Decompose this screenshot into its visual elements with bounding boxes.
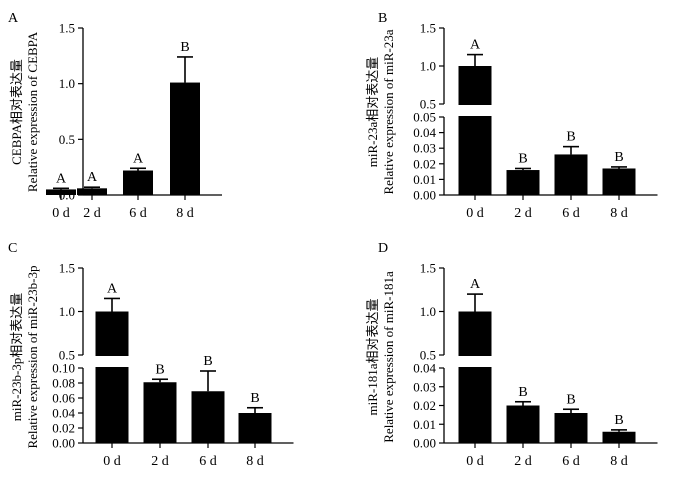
axis-break-gap <box>93 356 131 367</box>
y-tick-label: 0.00 <box>52 436 75 451</box>
y-axis-label-zh: miR-23b-3p相对表达量 <box>9 293 24 422</box>
panel-letter: C <box>8 241 17 256</box>
y-tick-label: 0.00 <box>413 188 436 203</box>
y-tick-label: 0.5 <box>59 348 75 363</box>
y-tick-label: 0.03 <box>413 379 436 394</box>
x-tick-label: 0 d <box>466 454 484 469</box>
y-tick-label: 1.0 <box>420 304 436 319</box>
significance-letter: B <box>566 392 575 407</box>
y-tick-label: 0.02 <box>52 421 75 436</box>
axis-break-gap <box>456 105 494 116</box>
x-tick-label: 2 d <box>514 206 532 221</box>
y-tick-label: 0.08 <box>52 376 75 391</box>
x-tick-label: 8 d <box>246 454 264 469</box>
x-tick-label: 0 d <box>103 454 121 469</box>
y-tick-label: 0.04 <box>413 361 436 376</box>
significance-letter: B <box>614 150 623 165</box>
y-tick-label: 1.5 <box>420 21 436 36</box>
bar <box>458 311 492 443</box>
x-tick-label: 0 d <box>52 206 70 221</box>
axis-break-gap <box>456 356 494 367</box>
y-tick-label: 0.02 <box>413 398 436 413</box>
bar <box>238 413 272 443</box>
panel-letter: A <box>8 11 19 26</box>
x-tick-label: 6 d <box>562 454 580 469</box>
significance-letter: B <box>250 391 259 406</box>
significance-letter: B <box>614 413 623 428</box>
y-tick-label: 0.01 <box>413 172 436 187</box>
y-axis-label-zh: CEBPA相对表达量 <box>9 59 24 165</box>
bar <box>458 66 492 195</box>
panel-a: A CEBPA相对表达量 Relative expression of CEBPA 0… <box>8 11 222 221</box>
y-axis-label-en: Relative expression of CEBPA <box>25 31 40 192</box>
y-axis-label-en: Relative expression of miR-181a <box>381 271 396 443</box>
significance-letter: A <box>56 171 67 186</box>
x-tick-label: 0 d <box>466 206 484 221</box>
significance-letter: B <box>518 385 527 400</box>
y-tick-label: 1.5 <box>420 261 436 276</box>
significance-letter: B <box>518 151 527 166</box>
significance-letter: A <box>107 281 118 296</box>
significance-letter: B <box>155 362 164 377</box>
panel-letter: B <box>378 11 387 26</box>
y-axis-label-zh: miR-181a相对表达量 <box>365 299 380 416</box>
y-axis-label-en: Relative expression of miR-23a <box>381 29 396 194</box>
bar <box>191 391 225 443</box>
bar <box>554 154 588 195</box>
y-tick-label: 1.0 <box>420 59 436 74</box>
y-tick-label: 0.05 <box>413 110 436 125</box>
significance-letter: B <box>203 354 212 369</box>
y-tick-label: 0.01 <box>413 417 436 432</box>
significance-letter: A <box>470 38 481 53</box>
bar <box>506 405 540 443</box>
x-tick-label: 2 d <box>514 454 532 469</box>
bar <box>602 431 636 443</box>
bar <box>46 189 76 195</box>
y-tick-label: 0.5 <box>59 132 75 147</box>
x-tick-label: 6 d <box>129 206 147 221</box>
x-tick-label: 8 d <box>610 206 628 221</box>
bar <box>123 170 153 195</box>
significance-letter: A <box>470 277 481 292</box>
y-tick-label: 0.10 <box>52 361 75 376</box>
significance-letter: A <box>87 170 98 185</box>
panel-letter: D <box>378 241 388 256</box>
x-tick-label: 6 d <box>199 454 217 469</box>
y-tick-label: 0.03 <box>413 141 436 156</box>
y-tick-label: 0.02 <box>413 156 436 171</box>
y-axis-label-zh: miR-23a相对表达量 <box>365 57 380 168</box>
x-tick-label: 8 d <box>176 206 194 221</box>
x-tick-label: 2 d <box>83 206 101 221</box>
bar <box>602 168 636 195</box>
y-tick-label: 1.0 <box>59 76 75 91</box>
y-axis-label-en: Relative expression of miR-23b-3p <box>25 265 40 448</box>
y-tick-label: 0.06 <box>52 391 75 406</box>
significance-letter: B <box>566 130 575 145</box>
y-tick-label: 1.5 <box>59 21 75 36</box>
y-tick-label: 1.0 <box>59 304 75 319</box>
significance-letter: B <box>180 40 189 55</box>
bar <box>170 82 200 195</box>
x-tick-label: 8 d <box>610 454 628 469</box>
bar <box>506 170 540 195</box>
bar <box>95 311 129 443</box>
x-tick-label: 6 d <box>562 206 580 221</box>
y-tick-label: 1.5 <box>59 261 75 276</box>
y-tick-label: 0.00 <box>413 436 436 451</box>
y-tick-label: 0.5 <box>420 348 436 363</box>
bar <box>143 382 177 443</box>
significance-letter: A <box>133 151 144 166</box>
y-tick-label: 0.04 <box>52 406 75 421</box>
bar <box>554 413 588 443</box>
y-tick-label: 0.04 <box>413 125 436 140</box>
x-tick-label: 2 d <box>151 454 169 469</box>
bar <box>77 188 107 195</box>
y-tick-label: 0.5 <box>420 97 436 112</box>
